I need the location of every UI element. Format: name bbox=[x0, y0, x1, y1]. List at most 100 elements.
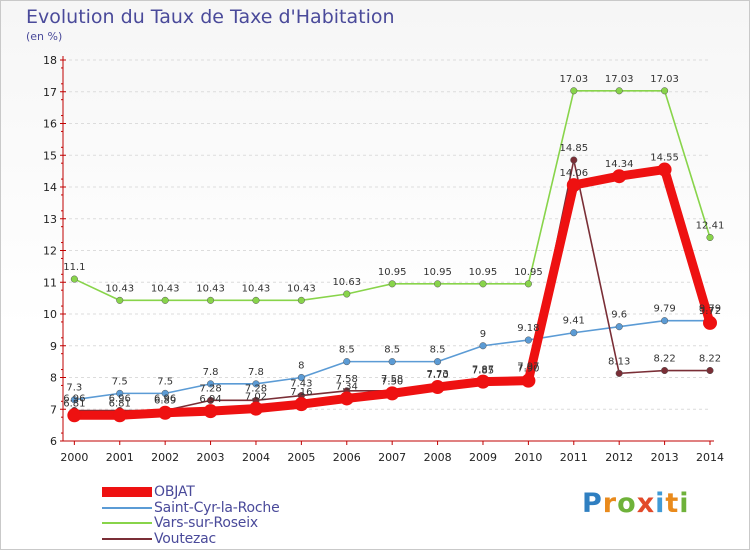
y-tick-label: 15 bbox=[43, 149, 57, 162]
data-point bbox=[161, 389, 169, 397]
data-point bbox=[570, 156, 578, 164]
data-point bbox=[116, 296, 124, 304]
data-point bbox=[161, 296, 169, 304]
data-label: 7.28 bbox=[245, 383, 267, 394]
y-tick-label: 12 bbox=[43, 245, 57, 258]
data-point bbox=[703, 315, 717, 330]
legend-label: Saint-Cyr-la-Roche bbox=[154, 499, 280, 516]
data-label: 8.13 bbox=[608, 356, 630, 367]
y-tick-label: 18 bbox=[43, 54, 57, 67]
data-label: 9.79 bbox=[699, 304, 721, 315]
data-label: 10.95 bbox=[469, 267, 498, 278]
data-label: 7.58 bbox=[336, 374, 358, 385]
data-label: 7.5 bbox=[157, 376, 173, 387]
data-label: 7.5 bbox=[112, 376, 128, 387]
data-label: 7.58 bbox=[381, 374, 403, 385]
data-label: 9 bbox=[480, 329, 486, 340]
data-point bbox=[521, 373, 536, 388]
data-point bbox=[207, 396, 215, 404]
brand-letter: P bbox=[582, 488, 603, 519]
data-label: 8.22 bbox=[653, 354, 675, 365]
data-point bbox=[615, 369, 623, 377]
data-label: 8.22 bbox=[699, 354, 721, 365]
data-label: 7.85 bbox=[472, 365, 494, 376]
data-label: 9.72 bbox=[699, 306, 721, 317]
data-point bbox=[343, 358, 351, 366]
data-point bbox=[657, 162, 672, 177]
data-label: 6.89 bbox=[154, 396, 176, 407]
data-point bbox=[566, 178, 581, 193]
x-tick-label: 2010 bbox=[514, 451, 542, 464]
legend-swatch bbox=[102, 487, 152, 497]
data-label: 10.43 bbox=[287, 283, 316, 294]
brand-letter: x bbox=[636, 488, 656, 519]
legend-label: Vars-sur-Roseix bbox=[154, 515, 258, 531]
data-label: 10.43 bbox=[151, 283, 180, 294]
data-label: 7.97 bbox=[517, 361, 539, 372]
x-tick-label: 2008 bbox=[424, 451, 452, 464]
data-label: 6.94 bbox=[199, 394, 221, 405]
x-tick-label: 2009 bbox=[469, 451, 497, 464]
data-label: 7.16 bbox=[290, 387, 312, 398]
data-label: 7.34 bbox=[336, 381, 358, 392]
data-point bbox=[70, 396, 78, 404]
x-tick-label: 2014 bbox=[696, 451, 724, 464]
data-label: 7.50 bbox=[381, 376, 403, 387]
data-label: 8.5 bbox=[430, 345, 446, 356]
data-label: 14.85 bbox=[559, 143, 588, 154]
brand-letter: i bbox=[679, 488, 690, 519]
y-tick-label: 8 bbox=[50, 372, 57, 385]
data-label: 7.73 bbox=[426, 369, 448, 380]
data-point bbox=[570, 329, 578, 337]
data-label: 7.3 bbox=[66, 383, 82, 394]
data-label: 10.95 bbox=[514, 267, 543, 278]
y-tick-label: 10 bbox=[43, 308, 57, 321]
data-point bbox=[430, 380, 445, 395]
x-tick-label: 2011 bbox=[560, 451, 588, 464]
x-tick-label: 2002 bbox=[151, 451, 179, 464]
data-point bbox=[158, 405, 173, 420]
data-label: 10.95 bbox=[423, 267, 452, 278]
data-label: 9.41 bbox=[563, 316, 585, 327]
data-label: 7.87 bbox=[472, 365, 494, 376]
x-tick-label: 2013 bbox=[651, 451, 679, 464]
x-tick-label: 2003 bbox=[197, 451, 225, 464]
legend-swatch bbox=[102, 537, 152, 540]
data-point bbox=[479, 280, 487, 288]
data-label: 6.81 bbox=[109, 398, 131, 409]
data-point bbox=[615, 87, 623, 95]
data-label: 7.8 bbox=[203, 367, 219, 378]
data-label: 8.5 bbox=[384, 345, 400, 356]
data-point bbox=[388, 358, 396, 366]
data-label: 6.96 bbox=[63, 394, 85, 405]
data-point bbox=[434, 358, 442, 366]
y-tick-label: 13 bbox=[43, 213, 57, 226]
data-point bbox=[294, 397, 309, 412]
x-tick-label: 2000 bbox=[60, 451, 88, 464]
data-label: 10.63 bbox=[332, 277, 361, 288]
legend-swatch bbox=[102, 506, 152, 509]
data-label: 17.03 bbox=[650, 74, 679, 85]
data-label: 10.43 bbox=[196, 283, 225, 294]
x-tick-label: 2012 bbox=[605, 451, 633, 464]
brand-letter: r bbox=[602, 488, 618, 519]
data-label: 10.43 bbox=[242, 283, 271, 294]
data-point bbox=[475, 374, 490, 389]
data-point bbox=[112, 408, 127, 423]
legend-label: OBJAT bbox=[154, 484, 195, 500]
data-label: 8 bbox=[298, 361, 304, 372]
data-point bbox=[706, 233, 714, 242]
legend-swatch bbox=[102, 522, 152, 524]
x-tick-label: 2005 bbox=[287, 451, 315, 464]
data-label: 10.95 bbox=[378, 267, 407, 278]
data-point bbox=[661, 366, 669, 375]
data-point bbox=[252, 296, 260, 304]
data-point bbox=[615, 323, 623, 331]
y-tick-label: 17 bbox=[43, 86, 57, 99]
y-tick-label: 9 bbox=[50, 340, 57, 353]
data-point bbox=[248, 401, 263, 416]
data-point bbox=[343, 290, 351, 298]
data-label: 14.06 bbox=[559, 168, 588, 179]
data-point bbox=[661, 317, 669, 325]
chart-title: Evolution du Taux de Taxe d'Habitation bbox=[26, 6, 395, 28]
